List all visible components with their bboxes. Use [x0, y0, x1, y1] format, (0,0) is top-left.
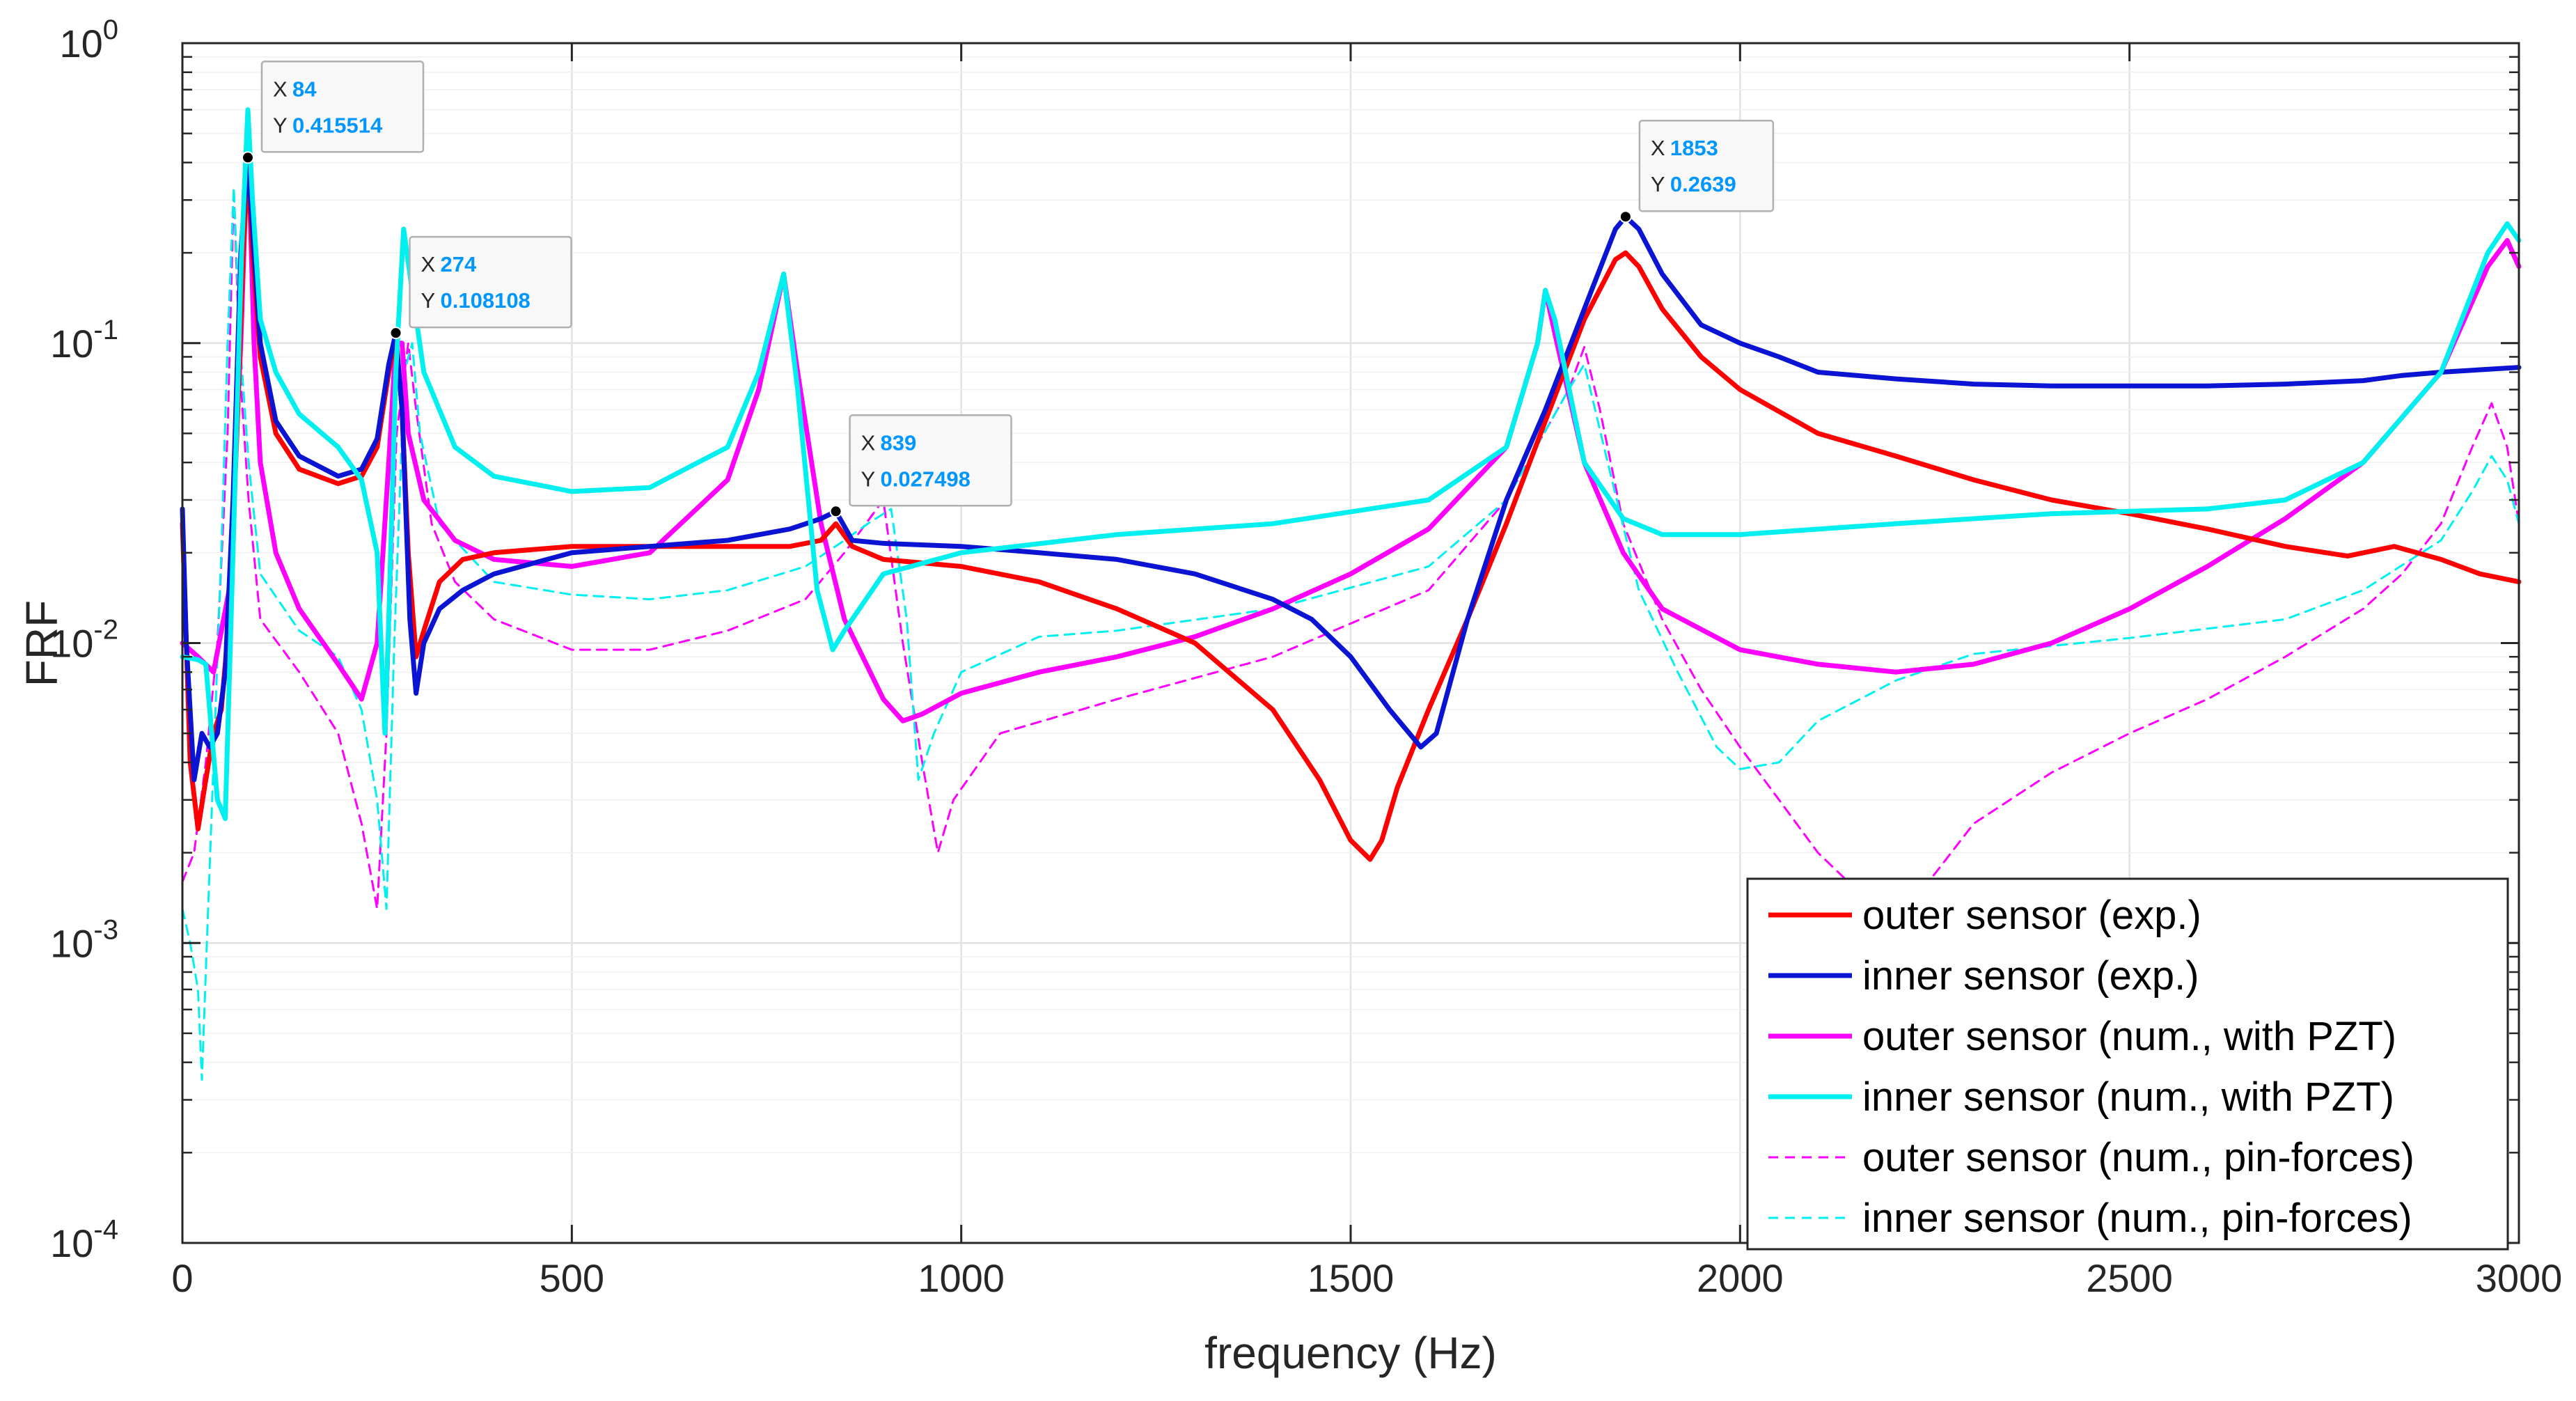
- legend-label: inner sensor (num., pin-forces): [1862, 1196, 2412, 1241]
- series-layer: [180, 107, 2522, 1081]
- y-tick-label: 10-1: [50, 315, 118, 366]
- series-line-inner-sensor-num-with-pzt: [180, 107, 2522, 821]
- datatip-marker[interactable]: [829, 505, 842, 518]
- datatip-x-key: X: [273, 77, 288, 101]
- datatip-x-value: 839: [881, 430, 917, 455]
- legend-label: inner sensor (exp.): [1862, 953, 2199, 999]
- legend[interactable]: outer sensor (exp.) inner sensor (exp.) ou…: [1746, 877, 2509, 1251]
- datatip-y-value: 0.415514: [292, 113, 383, 137]
- x-tick-label: 0: [171, 1256, 193, 1300]
- ticks: [181, 42, 2520, 1244]
- x-tick-label: 3000: [2476, 1256, 2563, 1300]
- legend-label: outer sensor (num., with PZT): [1862, 1014, 2396, 1059]
- series-line-outer-sensor-num-pin-forces: [181, 186, 2520, 921]
- series-line-inner-sensor-exp: [180, 155, 2522, 783]
- legend-entry-inner-sensor-num-pin-forces[interactable]: inner sensor (num., pin-forces): [1768, 1196, 2412, 1241]
- x-tick-label: 2000: [1697, 1256, 1784, 1300]
- datatip-marker[interactable]: [389, 327, 402, 340]
- legend-label: inner sensor (num., with PZT): [1862, 1074, 2394, 1120]
- datatip-y-key: Y: [1651, 172, 1665, 196]
- datatip[interactable]: X 84Y 0.415514: [241, 61, 425, 164]
- y-tick-label: 10-4: [50, 1214, 118, 1265]
- datatip-x-value: 1853: [1670, 136, 1718, 160]
- y-tick-label: 10-2: [50, 615, 118, 666]
- datatip-x-value: 84: [292, 77, 317, 101]
- datatip-x-key: X: [861, 430, 876, 455]
- x-tick-label: 1000: [918, 1256, 1005, 1300]
- datatip-y-value: 0.2639: [1670, 172, 1736, 196]
- series-line-inner-sensor-num-pin-forces: [181, 186, 2520, 1081]
- datatip-y-value: 0.027498: [881, 467, 971, 491]
- x-tick-label: 1500: [1307, 1256, 1395, 1300]
- y-tick-label: 10-3: [50, 914, 118, 965]
- legend-entry-outer-sensor-exp[interactable]: outer sensor (exp.): [1768, 893, 2201, 938]
- series-line-outer-sensor-exp: [180, 159, 2522, 862]
- datatip-box: [260, 61, 425, 153]
- y-tick-label: 100: [59, 15, 118, 65]
- series-line-outer-sensor-num-with-pzt: [180, 131, 2522, 723]
- legend-entry-outer-sensor-num-with-pzt[interactable]: outer sensor (num., with PZT): [1768, 1014, 2396, 1059]
- datatip-x-key: X: [1651, 136, 1665, 160]
- datatip-x-value: 274: [441, 252, 477, 276]
- legend-label: outer sensor (exp.): [1862, 893, 2201, 938]
- legend-label: outer sensor (num., pin-forces): [1862, 1135, 2414, 1180]
- x-tick-label: 500: [540, 1256, 604, 1300]
- datatip-box: [409, 235, 572, 329]
- datatip-y-value: 0.108108: [441, 288, 531, 313]
- x-axis-title: frequency (Hz): [1204, 1328, 1497, 1378]
- x-tick-label: 2500: [2086, 1256, 2173, 1300]
- legend-box: [1746, 877, 2509, 1251]
- datatip-marker[interactable]: [1619, 210, 1632, 224]
- datatip-y-key: Y: [273, 113, 288, 137]
- legend-entry-inner-sensor-num-with-pzt[interactable]: inner sensor (num., with PZT): [1768, 1074, 2394, 1120]
- legend-entry-inner-sensor-exp[interactable]: inner sensor (exp.): [1768, 953, 2199, 999]
- legend-entry-outer-sensor-num-pin-forces[interactable]: outer sensor (num., pin-forces): [1768, 1135, 2414, 1180]
- datatip-x-key: X: [421, 252, 436, 276]
- datatip-y-key: Y: [861, 467, 876, 491]
- datatip-box: [849, 414, 1012, 507]
- datatip-marker[interactable]: [241, 151, 254, 164]
- tick-labels: 0 500 1000 1500 2000 2500 3000 100 10-1 10-2 10-3 1…: [50, 15, 2562, 1300]
- datatip-box: [1638, 119, 1775, 212]
- datatip-y-key: Y: [421, 288, 436, 313]
- y-axis-title: FRF: [17, 600, 67, 687]
